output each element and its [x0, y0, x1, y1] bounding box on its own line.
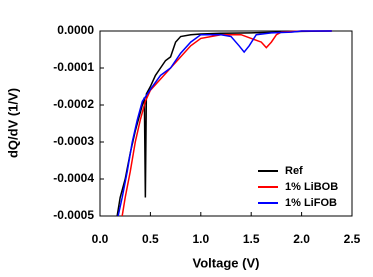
legend-label: 1% LiBOB	[285, 181, 338, 193]
plot-frame	[99, 30, 353, 217]
y-tick-label: -0.0001	[53, 60, 94, 74]
y-axis-label: dQ/dV (1/V)	[5, 88, 20, 158]
x-tick-label: 0.5	[142, 232, 159, 246]
x-tick-label: 1.5	[243, 232, 260, 246]
legend-label: 1% LiFOB	[285, 197, 337, 209]
y-tick-label: -0.0003	[53, 134, 94, 148]
y-tick-label: -0.0002	[53, 97, 94, 111]
x-tick-label: 2.5	[344, 232, 361, 246]
data-line	[117, 30, 332, 217]
x-tick-label: 0.0	[92, 232, 109, 246]
y-tick-label: 0.0000	[57, 23, 94, 37]
x-tick-label: 2.0	[293, 232, 310, 246]
x-tick-label: 1.0	[192, 232, 209, 246]
data-line	[121, 30, 332, 217]
legend-label: Ref	[285, 165, 303, 177]
y-tick-label: -0.0005	[53, 208, 94, 222]
x-axis-label: Voltage (V)	[193, 255, 260, 270]
y-tick-label: -0.0004	[53, 171, 94, 185]
